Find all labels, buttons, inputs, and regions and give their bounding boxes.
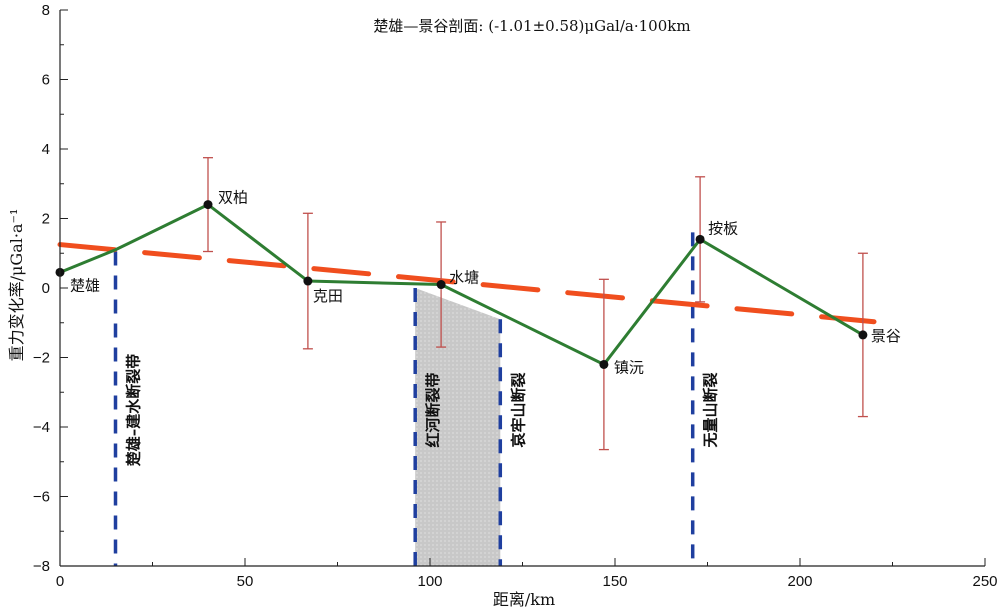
station-label: 楚雄 [70,276,100,294]
x-tick-label: 50 [237,573,254,590]
fault-ailaoshan-label: 哀牢山断裂 [509,372,527,447]
y-tick-label: 6 [42,72,50,89]
x-tick-label: 0 [56,573,64,590]
observed-gravity-line [59,202,864,367]
y-tick-label: −6 [33,489,50,506]
station-label: 景谷 [871,327,901,345]
station-label: 镇沅 [614,358,644,376]
y-tick-label: −2 [33,350,50,367]
station-point [436,280,446,290]
station-point [695,234,705,244]
y-tick-label: 2 [42,211,50,228]
station-label: 按板 [708,219,738,237]
trend-line [57,242,877,325]
station-label: 双柏 [218,189,248,207]
station-point [858,330,868,340]
fault-red-river-label: 红河断裂带 [424,372,442,447]
y-axis-label: 重力变化率/μGal·a⁻¹ [7,209,26,362]
y-tick-label: 8 [42,2,50,19]
x-tick-label: 200 [787,573,812,590]
station-label: 克田 [313,287,343,305]
fault-wuliangshan-label: 无量山断裂 [702,372,720,448]
red-river-fault-zone-shading [415,288,501,566]
station-point [203,200,213,210]
y-tick-label: 4 [42,141,50,158]
y-tick-label: −8 [33,558,50,575]
fault-chuxiong-jianshui-label: 楚雄–建水断裂带 [125,354,143,467]
x-axis-label: 距离/km [493,590,555,609]
chart-title: 楚雄—景谷剖面: (-1.01±0.58)μGal/a·100km [373,17,690,35]
y-tick-label: 0 [42,280,50,297]
station-label: 水塘 [449,269,479,287]
station-point [599,359,609,369]
x-tick-label: 100 [417,573,442,590]
x-tick-label: 250 [972,573,997,590]
station-point [303,276,313,286]
y-tick-label: −4 [33,419,50,436]
x-tick-label: 150 [602,573,627,590]
